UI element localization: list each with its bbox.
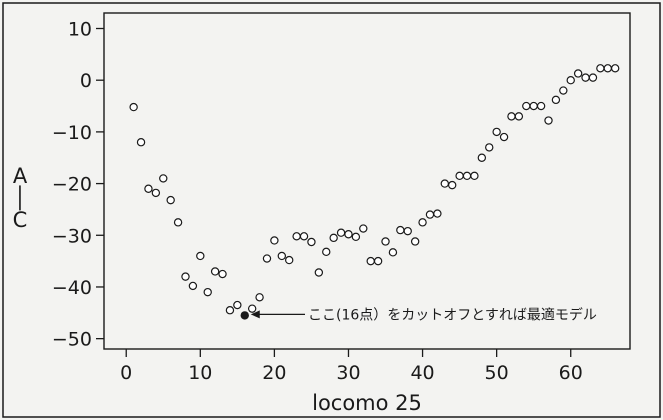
data-point xyxy=(440,179,449,188)
y-tick-label: −10 xyxy=(52,122,92,144)
data-point xyxy=(551,95,561,105)
x-tick-label: 0 xyxy=(120,362,132,384)
data-point xyxy=(566,75,575,85)
plot-frame xyxy=(103,12,631,350)
data-point xyxy=(351,232,361,242)
data-point xyxy=(307,237,316,247)
x-tick-label: 30 xyxy=(336,362,360,384)
data-point xyxy=(225,306,235,315)
data-point xyxy=(151,188,161,198)
data-point xyxy=(247,304,257,313)
data-point xyxy=(329,233,338,243)
data-point xyxy=(314,268,324,277)
data-point xyxy=(447,180,457,190)
data-point xyxy=(144,184,153,193)
data-point xyxy=(381,237,390,246)
data-point xyxy=(514,112,524,121)
data-point xyxy=(529,101,538,111)
data-point xyxy=(410,237,420,246)
data-point xyxy=(277,251,287,261)
data-point xyxy=(485,143,494,152)
data-point xyxy=(270,236,279,245)
data-point xyxy=(359,224,368,233)
annotation-arrow-head xyxy=(250,310,260,319)
data-point xyxy=(218,269,227,279)
x-tick-label: 50 xyxy=(485,362,509,384)
data-point xyxy=(285,255,294,265)
y-tick-label: −30 xyxy=(52,225,92,247)
data-point xyxy=(581,73,590,82)
y-axis-title-char: A xyxy=(13,164,28,188)
data-point xyxy=(418,218,427,227)
data-point xyxy=(344,230,353,239)
annotation-text: ここ(16点）をカットオフとすれば最適モデル xyxy=(308,306,597,323)
data-point xyxy=(166,195,175,205)
y-axis-title-char: C xyxy=(13,208,28,232)
y-tick-label: 0 xyxy=(80,70,92,92)
data-point xyxy=(588,73,598,82)
data-point xyxy=(196,251,205,261)
data-point xyxy=(129,102,138,112)
data-point xyxy=(373,256,383,266)
data-point xyxy=(596,64,605,73)
data-point xyxy=(188,281,198,291)
data-point xyxy=(255,293,264,302)
data-point xyxy=(292,232,301,241)
data-point-highlight xyxy=(240,311,249,320)
data-point xyxy=(499,132,509,142)
data-point xyxy=(544,116,553,125)
data-point xyxy=(233,300,242,310)
data-point xyxy=(455,171,464,181)
data-point xyxy=(433,209,442,218)
data-point xyxy=(396,225,405,235)
x-tick-label: 40 xyxy=(410,362,434,384)
y-axis-title: A │ C xyxy=(13,164,28,232)
data-point xyxy=(159,174,168,183)
y-tick-label: −50 xyxy=(52,329,92,351)
data-point xyxy=(559,86,568,95)
data-point xyxy=(203,287,212,297)
data-point xyxy=(610,64,620,73)
y-tick-label: −20 xyxy=(52,174,92,196)
data-point xyxy=(181,272,190,281)
data-point xyxy=(136,138,146,147)
data-points xyxy=(129,64,620,320)
data-point xyxy=(366,256,375,266)
data-point xyxy=(603,64,612,73)
data-point xyxy=(536,101,546,111)
axes: 10 0 −10 −20 −30 −40 −50 0 10 20 30 40 50 60 locomo 25… xyxy=(13,12,631,415)
data-point xyxy=(210,267,220,276)
x-axis-title: locomo 25 xyxy=(312,391,422,415)
data-point xyxy=(573,69,583,78)
annotation: ここ(16点）をカットオフとすれば最適モデル xyxy=(250,306,597,323)
y-tick-label: 10 xyxy=(68,19,92,41)
data-point xyxy=(388,248,398,257)
y-tick-label: −40 xyxy=(52,277,92,299)
data-point xyxy=(336,228,346,237)
data-point xyxy=(470,171,479,181)
data-point xyxy=(425,210,435,219)
x-tick-label: 20 xyxy=(262,362,286,384)
data-point xyxy=(322,247,331,257)
data-point xyxy=(522,101,531,111)
data-point xyxy=(299,232,309,241)
data-point xyxy=(462,171,472,181)
data-point xyxy=(507,112,516,121)
data-point xyxy=(492,127,501,137)
x-tick-label: 10 xyxy=(188,362,212,384)
data-point xyxy=(173,218,183,227)
data-point xyxy=(262,254,272,263)
y-axis-title-char: │ xyxy=(14,185,27,211)
data-point xyxy=(403,226,412,236)
x-tick-label: 60 xyxy=(559,362,583,384)
data-point xyxy=(477,153,487,162)
